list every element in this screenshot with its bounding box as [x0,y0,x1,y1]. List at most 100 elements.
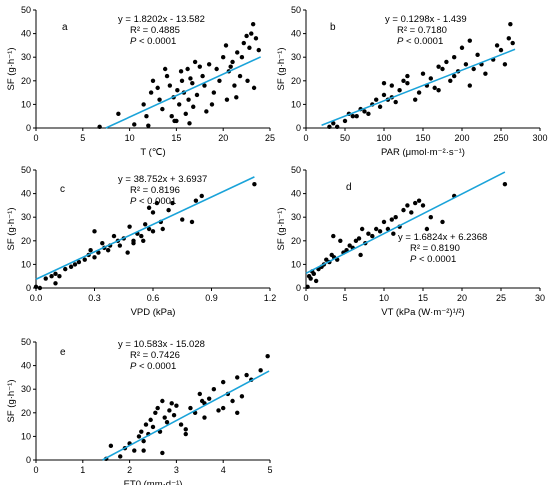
regression-equation: y = 1.6824x + 6.2368 [398,232,487,243]
y-tick-label: 10 [21,431,31,441]
x-axis-title: VT (kPa (W·m⁻²)¹/²) [381,307,464,318]
data-point [202,415,207,420]
data-point [49,274,54,279]
x-tick-label: 1 [80,465,85,475]
x-tick-label: 5 [267,465,272,475]
data-point [171,412,177,418]
panel-b: 0 50 100 150 200 250 300 0 10 20 30 40 50 PAR (μmol·m… [276,5,548,158]
x-tick-label: 4 [221,465,226,475]
data-point [397,88,402,93]
data-point [356,236,362,241]
data-point [436,88,441,93]
data-point [194,92,200,98]
data-point [178,69,184,74]
data-point [148,90,154,95]
data-point [467,38,472,43]
data-point [311,271,316,277]
y-tick-label: 0 [26,283,31,293]
data-point [192,59,198,65]
data-point [131,238,136,243]
data-point [428,215,433,220]
panel-letter: d [346,182,352,193]
p-value: P < 0.0001 [410,254,456,265]
data-point [160,398,165,404]
data-point [141,238,146,243]
data-point [211,387,217,392]
data-point [183,431,188,437]
data-point [169,114,174,119]
data-point [118,454,123,459]
data-point [157,97,162,102]
data-point [193,198,199,203]
p-value: P < 0.0001 [130,196,176,207]
data-point [57,274,62,279]
data-point [347,243,352,248]
x-tick-label: 150 [415,133,430,143]
x-tick-label: 0.6 [147,293,160,303]
y-tick-label: 10 [291,259,301,269]
x-tick-label: 0.0 [30,293,43,303]
x-tick-label: 0 [303,133,308,143]
regression-line [105,56,261,129]
data-point [305,284,310,290]
data-point [401,78,406,84]
data-point [420,203,426,208]
data-point [331,121,336,126]
data-point [232,83,237,88]
data-point [381,80,387,86]
y-tick-label: 30 [21,212,31,222]
y-tick-label: 0 [26,123,31,133]
x-tick-label: 5 [80,133,85,143]
data-point [141,102,146,107]
data-point [125,250,130,255]
r-squared: R² = 0.7180 [397,25,447,36]
x-tick-label: 2 [127,465,132,475]
data-point [308,276,313,281]
x-tick-label: 100 [376,133,391,143]
data-point [249,31,254,36]
data-point [377,229,383,234]
data-point [370,233,375,239]
data-point [389,217,394,222]
y-tick-label: 40 [291,189,301,199]
x-tick-label: 5 [342,293,347,303]
data-point [377,104,383,109]
x-axis-title: VPD (kPa) [131,307,176,318]
data-point [230,59,235,65]
data-point [416,90,422,95]
data-point [252,181,257,187]
data-point [374,226,379,232]
data-point [127,224,132,229]
x-tick-label: 10 [125,133,135,143]
data-point [420,71,426,76]
data-point [92,229,97,234]
data-point [432,85,437,91]
x-tick-label: 1.2 [264,293,277,303]
data-point [154,200,160,206]
data-point [494,43,500,48]
data-point [389,83,394,88]
data-point [413,200,418,206]
data-point [108,443,114,449]
y-tick-label: 50 [291,5,301,15]
x-tick-label: 30 [535,293,545,303]
data-point [359,226,365,232]
y-tick-label: 10 [291,99,301,109]
data-point [506,36,511,41]
data-point [162,415,167,420]
data-point [247,45,252,50]
data-point [92,255,97,260]
data-point [199,193,204,199]
data-point [221,405,226,411]
data-point [190,80,195,86]
data-point [385,226,391,232]
data-point [200,73,205,79]
data-point [143,222,148,227]
data-point [204,109,209,114]
p-value: P < 0.0001 [130,36,176,47]
data-point [37,285,43,291]
data-point [141,438,146,444]
y-axis-title: SF (g·h⁻¹) [6,379,17,422]
data-point [146,226,152,232]
data-point [251,85,257,91]
